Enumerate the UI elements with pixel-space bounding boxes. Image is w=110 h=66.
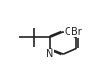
Text: Cl: Cl: [64, 27, 74, 37]
Text: N: N: [46, 49, 53, 59]
Text: Br: Br: [71, 27, 81, 37]
